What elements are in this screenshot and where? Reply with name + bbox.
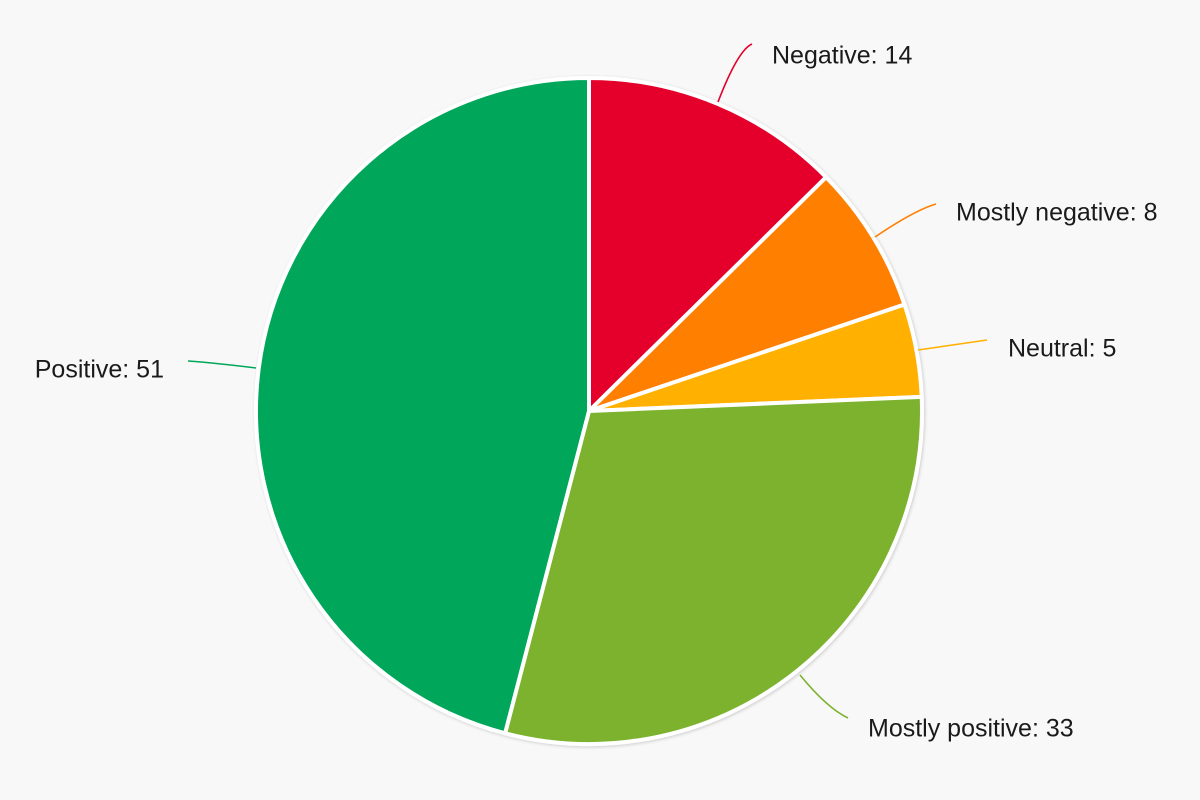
leader-line-negative xyxy=(717,43,753,103)
leader-line-mostly-negative xyxy=(874,203,937,238)
data-label-mostly-negative: Mostly negative: 8 xyxy=(956,199,1158,227)
pie-slice-negative[interactable] xyxy=(587,76,829,413)
pie-slices xyxy=(254,76,924,746)
leader-line-positive xyxy=(187,360,257,369)
data-label-mostly-positive: Mostly positive: 33 xyxy=(868,715,1074,743)
data-labels: Negative: 14 Mostly negative: 8 Neutral: 5… xyxy=(35,42,1158,743)
leader-line-neutral xyxy=(917,339,988,351)
leader-lines xyxy=(187,43,988,719)
data-label-negative: Negative: 14 xyxy=(772,42,912,70)
pie-slice-positive[interactable] xyxy=(254,76,591,736)
data-label-neutral: Neutral: 5 xyxy=(1008,335,1116,363)
pie-slice-mostly-negative[interactable] xyxy=(587,175,907,413)
pie-slice-mostly-positive[interactable] xyxy=(503,394,924,746)
data-label-positive: Positive: 51 xyxy=(35,356,164,384)
leader-line-mostly-positive xyxy=(799,674,849,719)
